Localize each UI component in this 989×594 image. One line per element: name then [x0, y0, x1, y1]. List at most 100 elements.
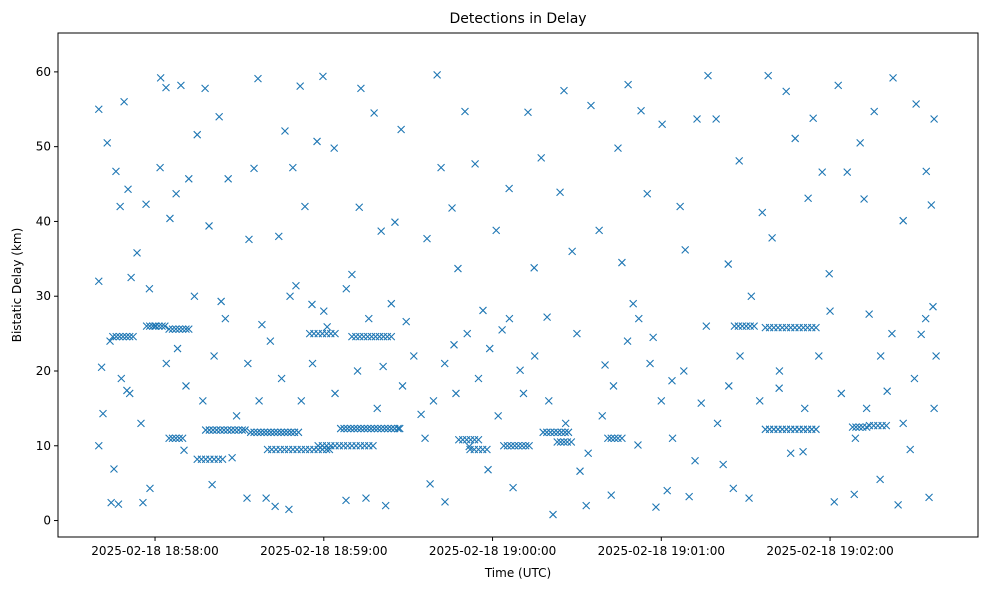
data-point — [930, 404, 939, 413]
data-point — [561, 428, 569, 437]
data-point — [484, 465, 492, 474]
data-point — [116, 202, 125, 211]
data-point — [530, 263, 539, 272]
data-point — [505, 314, 514, 323]
data-point — [398, 382, 407, 390]
data-point — [786, 449, 795, 458]
data-point — [485, 344, 494, 353]
data-point — [223, 426, 232, 434]
data-point — [250, 428, 258, 437]
data-point — [175, 325, 184, 334]
data-point — [429, 397, 438, 405]
data-points — [94, 70, 940, 519]
data-point — [360, 424, 369, 433]
data-point — [178, 434, 187, 443]
data-point — [498, 325, 506, 334]
data-point — [117, 374, 126, 383]
data-point — [103, 139, 112, 147]
data-point — [607, 434, 616, 443]
data-point — [463, 329, 472, 338]
data-point — [474, 435, 483, 444]
data-point — [643, 189, 652, 198]
data-point — [340, 424, 348, 433]
data-point — [122, 332, 131, 341]
data-point — [384, 424, 392, 433]
data-point — [160, 322, 169, 331]
plot-frame — [57, 32, 979, 538]
data-point — [256, 428, 265, 437]
data-point — [768, 234, 777, 242]
data-point — [634, 441, 642, 449]
data-point — [618, 434, 626, 443]
data-point — [258, 320, 266, 329]
data-point — [609, 382, 618, 390]
data-point — [178, 325, 187, 334]
data-point — [119, 332, 127, 341]
data-point — [158, 322, 166, 331]
data-point — [437, 163, 445, 172]
data-point — [294, 428, 303, 437]
data-point — [137, 419, 145, 428]
data-point — [681, 245, 690, 254]
data-point — [171, 434, 180, 443]
data-point — [514, 441, 523, 450]
data-point — [234, 426, 243, 434]
data-point — [127, 273, 136, 282]
data-point — [573, 329, 581, 338]
data-point — [922, 167, 931, 176]
data-point — [165, 434, 173, 443]
data-point — [550, 428, 559, 437]
data-point — [336, 424, 345, 433]
data-point — [201, 426, 210, 434]
data-point — [929, 302, 937, 311]
data-point — [433, 70, 442, 79]
data-point — [355, 203, 364, 212]
data-point — [184, 174, 193, 183]
y-tick-label: 50 — [36, 140, 51, 154]
data-point — [724, 260, 733, 268]
data-point — [342, 284, 351, 293]
data-point — [280, 428, 289, 437]
data-point — [537, 153, 546, 162]
data-point — [932, 352, 940, 360]
data-point — [440, 359, 449, 368]
data-point — [182, 325, 190, 334]
data-point — [719, 460, 728, 469]
data-point — [466, 435, 475, 444]
data-point — [494, 411, 503, 420]
data-point — [180, 446, 188, 455]
data-point — [266, 337, 275, 345]
data-point — [685, 492, 694, 501]
data-point — [758, 208, 767, 217]
data-point — [837, 389, 846, 398]
data-point — [865, 310, 874, 319]
data-point — [452, 389, 460, 398]
data-point — [395, 424, 404, 433]
data-point — [409, 352, 418, 360]
data-point — [910, 374, 919, 383]
data-point — [217, 297, 226, 306]
data-point — [679, 367, 688, 375]
data-point — [112, 332, 121, 341]
data-point — [812, 323, 820, 332]
data-point — [319, 72, 327, 81]
data-point — [205, 222, 213, 230]
y-tick-label: 10 — [36, 439, 51, 453]
data-point — [94, 277, 103, 286]
data-point — [697, 399, 706, 408]
data-point — [99, 409, 107, 418]
data-point — [601, 361, 609, 369]
data-point — [246, 428, 255, 437]
data-point — [313, 137, 321, 146]
data-point — [852, 423, 860, 431]
data-point — [560, 438, 568, 446]
data-point — [724, 382, 733, 390]
data-point — [210, 352, 218, 360]
data-point — [114, 500, 123, 508]
data-point — [775, 384, 784, 393]
data-point — [351, 332, 360, 341]
data-point — [353, 424, 362, 433]
data-point — [474, 374, 483, 383]
data-point — [212, 426, 221, 434]
data-point — [371, 332, 380, 341]
